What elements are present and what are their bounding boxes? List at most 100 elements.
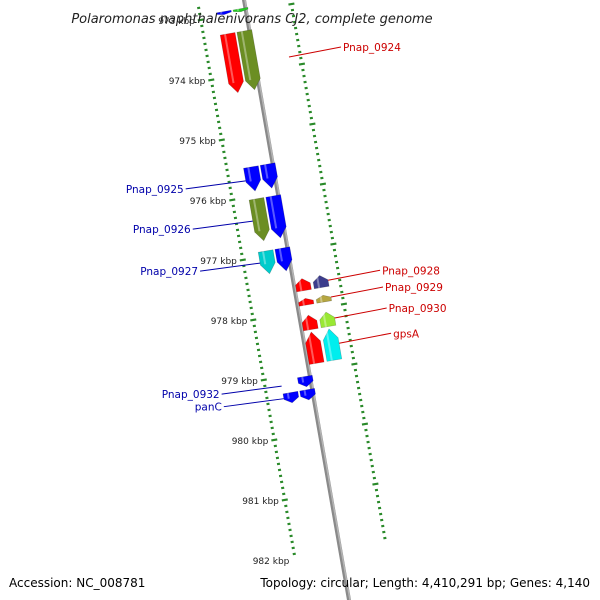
gene-name-label[interactable]: Pnap_0929	[385, 282, 443, 294]
feature-layer	[215, 7, 343, 404]
gene-feature-arrow[interactable]	[243, 165, 262, 192]
ruler-kbp-label: 980 kbp	[232, 437, 269, 447]
ruler-tick	[201, 30, 205, 34]
gene-name-label[interactable]: Pnap_0927	[140, 266, 198, 278]
gene-feature-arrow[interactable]	[219, 32, 244, 94]
gene-feature-arrow[interactable]	[282, 390, 300, 404]
ruler-tick	[232, 210, 237, 214]
gene-label-leader	[223, 398, 284, 408]
ruler-tick	[317, 158, 321, 162]
ruler-tick	[289, 534, 293, 538]
ruler-tick	[284, 504, 288, 508]
gene-feature-arrow[interactable]	[322, 328, 343, 362]
ruler-tick	[354, 374, 359, 378]
gene-feature-arrow[interactable]	[265, 194, 287, 239]
ruler-tick	[296, 38, 300, 42]
ruler-tick	[299, 56, 303, 60]
ruler-tick	[242, 264, 246, 268]
gene-feature-arrow[interactable]	[257, 249, 276, 275]
gene-name-label[interactable]: Pnap_0930	[389, 303, 447, 315]
gene-feature-arrow[interactable]	[319, 311, 337, 329]
ruler-tick	[248, 300, 252, 304]
gene-feature-arrow[interactable]	[236, 29, 261, 91]
gene-label-leader	[338, 332, 392, 344]
gene-name-label[interactable]: gpsA	[393, 328, 420, 340]
ruler-tick	[365, 434, 369, 438]
ruler-tick	[200, 24, 204, 28]
header-footer-layer: Polaromonas naphthalenivorans CJ2, compl…	[9, 12, 590, 590]
gene-feature-arrow[interactable]	[305, 331, 325, 365]
gene-name-label[interactable]: Pnap_0928	[382, 265, 440, 277]
gene-feature-arrow[interactable]	[215, 9, 232, 15]
ruler-tick	[290, 8, 295, 12]
gene-label-leader	[288, 46, 342, 58]
gene-feature-arrow[interactable]	[295, 278, 312, 293]
backbone-layer	[241, 0, 352, 600]
gene-feature-arrow[interactable]	[299, 388, 316, 401]
gene-feature-arrow[interactable]	[248, 197, 270, 242]
ruler-tick	[375, 494, 380, 498]
ruler-tick	[210, 84, 215, 88]
gene-feature-arrow[interactable]	[274, 246, 293, 272]
ruler-tick	[268, 414, 272, 418]
ruler-tick	[298, 50, 302, 54]
ruler-tick	[255, 342, 260, 346]
gene-feature-arrow[interactable]	[297, 374, 314, 388]
ruler-tick	[235, 228, 240, 232]
ruler-tick	[282, 492, 286, 496]
ruler-tick	[263, 384, 267, 388]
gene-feature-sheen	[301, 376, 305, 383]
gene-feature-arrow[interactable]	[298, 298, 315, 307]
gene-feature-arrow[interactable]	[312, 275, 330, 290]
gene-feature-arrow[interactable]	[232, 7, 249, 13]
ruler-tick	[197, 18, 204, 22]
ruler-tick	[258, 360, 263, 364]
gene-name-label[interactable]: Pnap_0925	[126, 184, 184, 196]
gene-feature-arrow[interactable]	[301, 314, 319, 332]
ruler-tick	[254, 336, 259, 340]
ruler-tick	[345, 320, 349, 324]
ruler-tick	[326, 212, 330, 216]
ruler-tick	[286, 516, 290, 520]
ruler-tick	[349, 344, 353, 348]
ruler-tick	[218, 138, 225, 142]
ruler-tick	[311, 128, 316, 132]
ruler-tick	[271, 432, 275, 436]
gene-feature-sheen	[247, 167, 252, 182]
ruler-tick	[256, 348, 261, 352]
ruler-tick	[356, 386, 361, 390]
gene-name-label[interactable]: Pnap_0932	[162, 389, 220, 401]
ruler-tick	[350, 350, 354, 354]
gene-feature-arrow[interactable]	[259, 162, 278, 189]
ruler-tick	[218, 126, 222, 130]
ruler-tick	[261, 372, 265, 376]
ruler-tick	[320, 176, 324, 180]
ruler-tick	[308, 110, 312, 114]
genome-summary-text: Topology: circular; Length: 4,410,291 bp…	[259, 576, 590, 590]
gene-feature-sheen	[264, 164, 269, 179]
ruler-tick	[267, 408, 271, 412]
ruler-tick	[212, 96, 217, 100]
ruler-tick	[249, 306, 253, 310]
ruler-tick	[221, 144, 225, 148]
ruler-tick	[313, 140, 318, 144]
gene-name-label[interactable]: panC	[195, 402, 222, 414]
ruler-tick	[229, 198, 236, 202]
gene-feature-sheen	[301, 298, 305, 306]
gene-name-label[interactable]: Pnap_0924	[343, 42, 401, 54]
ruler-tick	[325, 206, 329, 210]
ruler-tick	[351, 362, 358, 366]
gene-name-label[interactable]: Pnap_0926	[133, 224, 191, 236]
ruler-tick	[309, 122, 316, 126]
ruler-tick	[341, 296, 345, 300]
gene-feature-sheen	[325, 329, 333, 361]
ruler-tick	[213, 102, 218, 106]
ruler-tick	[266, 402, 270, 406]
ruler-tick	[264, 390, 268, 394]
gene-feature-sheen	[252, 199, 261, 232]
ruler-tick	[374, 488, 379, 492]
ruler-tick	[214, 108, 219, 112]
gene-feature-arrow[interactable]	[315, 294, 332, 304]
